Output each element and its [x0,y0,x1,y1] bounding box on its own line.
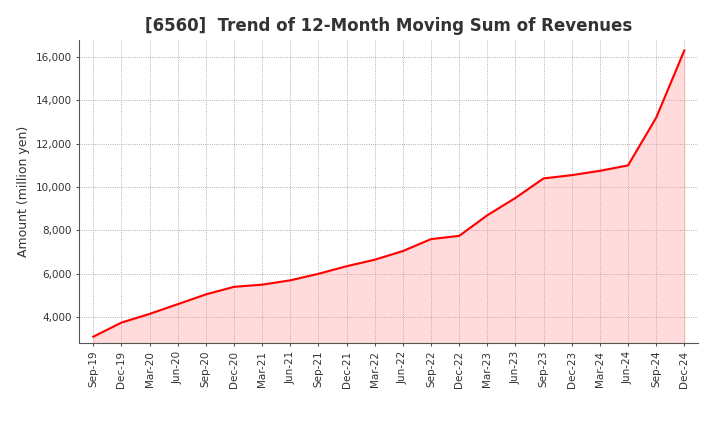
Y-axis label: Amount (million yen): Amount (million yen) [17,126,30,257]
Title: [6560]  Trend of 12-Month Moving Sum of Revenues: [6560] Trend of 12-Month Moving Sum of R… [145,17,632,35]
